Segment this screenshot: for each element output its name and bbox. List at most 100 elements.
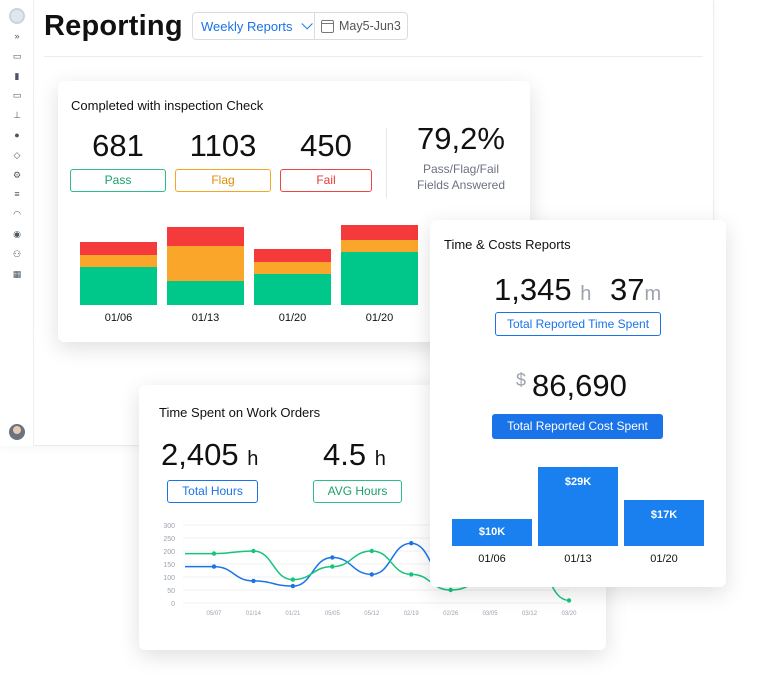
data-point[interactable] (211, 564, 217, 569)
data-point[interactable] (290, 577, 296, 582)
calendar-icon[interactable]: ▦ (12, 268, 22, 279)
cost-spent-stat: $86,690 (516, 368, 627, 404)
chevron-down-icon (300, 18, 313, 30)
data-point[interactable] (251, 548, 256, 554)
flag-badge[interactable]: Flag (175, 169, 271, 192)
bar-segment (254, 249, 331, 263)
bar-chart-icon[interactable]: ▮ (14, 70, 20, 81)
bar-segment (254, 274, 331, 305)
cost-bar-label: 01/06 (478, 553, 506, 565)
answered-percent-line2: Fields Answered (416, 178, 506, 192)
bar-segment (341, 240, 418, 253)
flag-count: 1103 (189, 128, 257, 163)
date-range-label: May5-Jun3 (339, 19, 401, 33)
work-orders-title: Time Spent on Work Orders (159, 405, 321, 420)
data-point[interactable] (409, 572, 414, 577)
expand-icon[interactable]: » (14, 31, 20, 41)
total-hours-unit: h (247, 448, 259, 470)
total-time-button[interactable]: Total Reported Time Spent (495, 312, 661, 336)
cost-bar[interactable]: $10K (452, 518, 532, 546)
minutes-value: 37 (609, 272, 645, 307)
list-icon[interactable]: ≡ (14, 189, 20, 200)
y-tick-label: 300 (163, 523, 175, 530)
data-point[interactable] (369, 548, 374, 554)
x-tick-label: 03/12 (522, 611, 538, 617)
sidebar: » ▭ ▮ ▭ ⊥ ● ◇ ⚙ ≡ ◠ ◉ ⚇ ▦ (0, 0, 34, 446)
calendar-icon (321, 19, 334, 33)
total-hours-stat: 2,405 h (161, 437, 258, 473)
stacked-bar[interactable] (80, 241, 157, 305)
y-tick-label: 150 (163, 562, 175, 569)
time-spent-stat: 1,345 h 37m (494, 272, 661, 308)
cost-value: 86,690 (532, 368, 627, 403)
location-icon[interactable]: ◉ (13, 229, 21, 239)
y-tick-label: 50 (167, 588, 175, 595)
gauge-icon[interactable]: ◠ (13, 209, 21, 220)
bar-segment (167, 226, 244, 247)
pass-count: 681 (92, 128, 144, 163)
time-costs-title: Time & Costs Reports (444, 237, 571, 252)
y-tick-label: 250 (163, 536, 175, 543)
tag-icon[interactable]: ◇ (13, 149, 21, 160)
avg-hours-unit: h (374, 448, 386, 470)
bar-segment (80, 241, 157, 256)
inbox-icon[interactable]: ▭ (12, 90, 22, 101)
data-point[interactable] (566, 598, 572, 603)
avatar[interactable] (9, 424, 25, 440)
data-point[interactable] (330, 564, 335, 569)
total-hours-value: 2,405 (161, 437, 239, 472)
avg-hours-button[interactable]: AVG Hours (313, 480, 402, 503)
cost-bar[interactable]: $17K (624, 499, 704, 546)
x-tick-label: 01/14 (246, 611, 262, 617)
fail-badge[interactable]: Fail (280, 169, 372, 192)
pass-badge[interactable]: Pass (70, 169, 166, 192)
time-costs-card: Time & Costs Reports 1,345 h 37m Total R… (430, 220, 726, 587)
gear-icon[interactable]: ⚙ (12, 169, 22, 180)
flag-stat: 1103 Flag (175, 129, 271, 192)
minutes-unit: m (644, 283, 662, 305)
date-range-picker[interactable]: May5-Jun3 (315, 19, 407, 33)
x-tick-label: 03/20 (561, 611, 577, 617)
data-point[interactable] (211, 551, 217, 556)
users-icon[interactable]: ⚇ (12, 248, 22, 259)
chat-icon[interactable]: ● (14, 130, 20, 140)
report-type-dropdown[interactable]: Weekly Reports (193, 13, 315, 39)
data-point[interactable] (369, 572, 374, 577)
inspection-title: Completed with inspection Check (71, 98, 264, 113)
org-chart-icon[interactable]: ⊥ (13, 110, 21, 121)
stacked-bar[interactable] (341, 225, 418, 305)
hours-value: 1,345 (494, 272, 572, 307)
stacked-bar[interactable] (167, 226, 244, 305)
bar-label: 01/13 (191, 312, 220, 324)
bar-segment (80, 255, 157, 268)
bar-segment (80, 267, 157, 305)
bar-segment (167, 281, 244, 305)
fail-count: 450 (300, 128, 352, 163)
header-divider (44, 56, 703, 57)
bar-segment (341, 252, 418, 305)
bar-label: 01/06 (104, 312, 133, 324)
y-tick-label: 100 (163, 575, 175, 582)
fail-stat: 450 Fail (280, 129, 372, 192)
bar-segment (254, 262, 331, 275)
inbox-icon[interactable]: ▭ (12, 50, 22, 61)
hours-unit: h (580, 283, 592, 305)
data-point[interactable] (251, 578, 256, 584)
data-point[interactable] (409, 541, 414, 546)
stacked-bar[interactable] (254, 241, 331, 305)
report-type-label: Weekly Reports (201, 18, 293, 34)
x-tick-label: 03/05 (483, 611, 499, 617)
bar-label: 01/20 (278, 312, 307, 324)
cost-bar-label: 01/13 (564, 553, 592, 565)
data-point[interactable] (330, 555, 335, 560)
total-cost-button[interactable]: Total Reported Cost Spent (492, 414, 663, 439)
stat-divider (386, 128, 387, 198)
total-hours-button[interactable]: Total Hours (167, 480, 258, 503)
avg-hours-value: 4.5 (323, 437, 367, 472)
data-point[interactable] (290, 583, 296, 589)
data-point[interactable] (448, 587, 453, 593)
page-title: Reporting (44, 10, 183, 42)
logo-icon[interactable] (9, 8, 25, 24)
avg-hours-stat: 4.5 h (323, 437, 386, 473)
cost-bar[interactable]: $29K (538, 466, 618, 546)
